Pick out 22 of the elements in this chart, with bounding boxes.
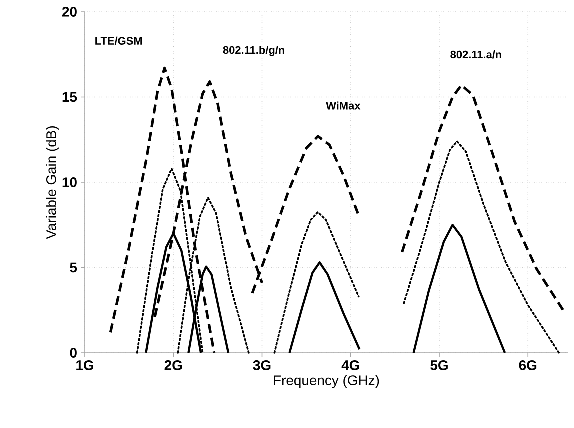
annotation: LTE/GSM: [96, 36, 142, 46]
annotation: WiMax: [326, 102, 361, 110]
x-tick-label: 6G: [519, 360, 537, 370]
annotation: 802.11.a/n: [450, 50, 502, 59]
x-tick-label: 3G: [253, 360, 271, 370]
annotation: 802.11.b/g/n: [223, 46, 284, 56]
x-tick-label: 4G: [342, 360, 360, 370]
line-series: [412, 224, 506, 354]
line-series: [400, 84, 566, 314]
y-axis-title: Variable Gain (dB): [46, 126, 60, 240]
y-tick-label: 10: [62, 178, 77, 188]
x-tick-label: 2G: [164, 360, 182, 370]
x-tick-label: 1G: [76, 360, 94, 370]
y-tick-label: 15: [62, 92, 78, 102]
x-tick-label: 5G: [430, 360, 448, 370]
y-tick-label: 20: [62, 7, 77, 17]
line-series: [403, 140, 560, 354]
y-tick-label: 5: [70, 262, 78, 273]
x-axis-title: Frequency (GHz): [274, 375, 380, 388]
line-series: [288, 262, 361, 354]
line-series: [274, 211, 360, 354]
y-tick-label: 0: [70, 348, 77, 358]
